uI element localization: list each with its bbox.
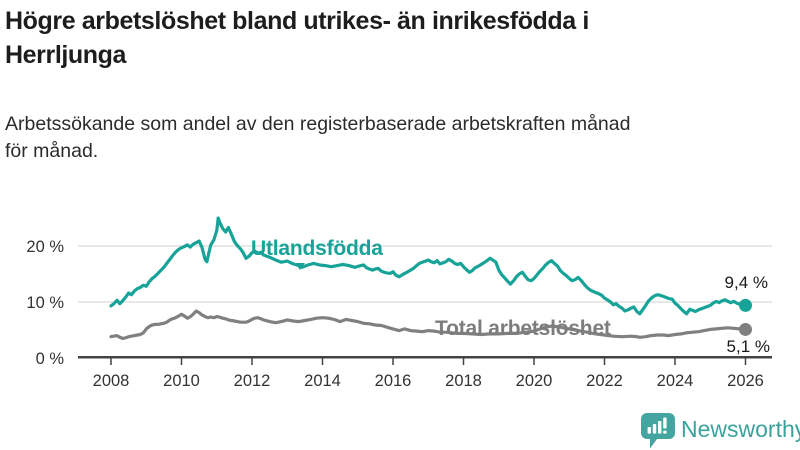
page-title-line2: Herrljunga [5, 41, 127, 69]
series-line [109, 216, 748, 316]
series-label-total-text: Total arbetslöshet [435, 317, 611, 340]
series-line [109, 309, 748, 340]
x-axis-tick-label: 2022 [586, 372, 623, 390]
end-value-label-utlandsfodda: 9,4 % [724, 273, 768, 292]
page-title-line1: Högre arbetslöshet bland utrikes- än inr… [5, 7, 589, 35]
chart-subtitle-line1: Arbetssökande som andel av den registerb… [5, 113, 631, 135]
series-end-dot [739, 322, 752, 336]
series-end-dot [739, 298, 752, 312]
newsworthy-logo-icon [641, 413, 675, 449]
x-axis-tick-label: 2026 [727, 372, 764, 390]
chart-subtitle-line2: för månad. [5, 140, 99, 162]
x-axis-tick-label: 2010 [163, 372, 200, 390]
x-axis-tick-label: 2020 [516, 372, 553, 390]
x-axis-tick-label: 2012 [234, 372, 271, 390]
series-label-utlandsfodda-text: Utlandsfödda [251, 237, 383, 260]
y-axis-tick-label: 20 % [26, 238, 64, 256]
x-axis-tick-label: 2024 [657, 372, 694, 390]
x-axis-tick-label: 2018 [445, 372, 482, 390]
series-label-utlandsfodda: Utlandsfödda [251, 237, 383, 270]
x-axis-tick-label: 2008 [93, 372, 130, 390]
x-axis-tick-label: 2016 [375, 372, 412, 390]
end-value-label-total: 5,1 % [726, 337, 770, 356]
series-label-total: Total arbetslöshet [435, 317, 611, 341]
newsworthy-brand-text: Newsworthy [681, 416, 800, 442]
x-axis-tick-label: 2014 [304, 372, 341, 390]
y-axis-tick-label: 0 % [36, 350, 65, 368]
series-label-pointer-icon [295, 263, 305, 270]
y-axis-tick-label: 10 % [26, 294, 64, 312]
page-title: Högre arbetslöshet bland utrikes- än inr… [5, 4, 785, 72]
chart-subtitle: Arbetssökande som andel av den registerb… [5, 111, 795, 165]
